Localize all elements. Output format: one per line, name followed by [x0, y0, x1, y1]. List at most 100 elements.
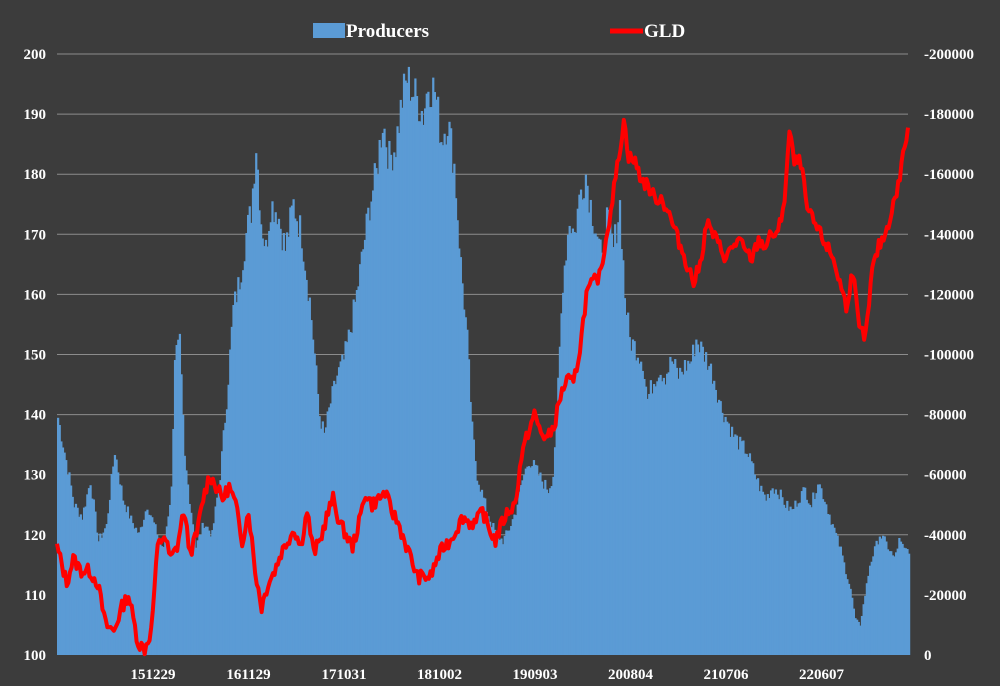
producers-bar [709, 363, 713, 655]
producers-bar [888, 551, 891, 655]
producers-bar [363, 239, 367, 656]
producers-bar [706, 369, 709, 655]
right-y-tick-label: -20000 [924, 588, 967, 604]
producers-bar [446, 136, 449, 655]
producers-bar [435, 99, 438, 656]
producers-bar [337, 367, 341, 655]
producers-bar [165, 526, 169, 655]
left-y-tick-label: 140 [24, 408, 47, 424]
producers-bar [886, 549, 890, 655]
producers-bar [151, 517, 154, 655]
producers-bar [149, 515, 152, 655]
producers-bar [841, 555, 844, 655]
producers-bar [562, 292, 565, 655]
producers-bar [222, 430, 225, 655]
producers-bar [76, 507, 79, 655]
producers-bar [411, 97, 414, 656]
producers-bar [615, 243, 618, 655]
producers-bar [102, 532, 105, 655]
producers-bar [825, 504, 828, 655]
producers-bar [766, 494, 769, 655]
producers-bar [375, 168, 378, 655]
producers-bar [372, 190, 375, 655]
producers-bar [167, 516, 170, 655]
producers-bar [79, 514, 82, 655]
x-tick-label: 210706 [704, 667, 750, 683]
producers-bar [302, 261, 305, 655]
legend-label-gld: GLD [644, 21, 685, 42]
producers-bar [636, 357, 639, 655]
producers-bar [294, 218, 297, 655]
producers-bar [143, 519, 146, 655]
producers-bar [618, 200, 622, 655]
producers-bar [698, 352, 701, 655]
producers-bar [854, 618, 857, 655]
producers-bar [310, 320, 313, 655]
left-y-tick-label: 120 [24, 528, 47, 544]
producers-bar [834, 532, 838, 655]
producers-bar [131, 523, 134, 655]
producers-bar [768, 498, 771, 655]
producers-bar [498, 539, 501, 655]
producers-bar [248, 206, 251, 655]
producers-bar [601, 252, 604, 655]
producers-bar [238, 289, 242, 655]
producers-bar [169, 504, 172, 655]
producers-bar [831, 524, 834, 655]
producers-bar [742, 440, 745, 655]
producers-bar [458, 248, 461, 655]
producers-bar [425, 93, 428, 656]
producers-bar [893, 556, 896, 655]
producers-bar [476, 480, 479, 655]
producers-bar [727, 423, 730, 655]
producers-bar [849, 588, 852, 655]
producers-bar [804, 487, 807, 655]
producers-bar [540, 481, 544, 655]
producers-bar [594, 233, 597, 655]
producers-bar [524, 468, 527, 655]
producers-bar [146, 509, 149, 655]
producers-bar [545, 489, 549, 655]
producers-bar [245, 233, 248, 656]
producers-bar [683, 360, 687, 655]
producers-bar [84, 506, 87, 655]
producers-bar [303, 270, 307, 655]
producers-bar [651, 393, 654, 655]
producers-bar [73, 507, 76, 655]
producers-bar [134, 527, 138, 655]
producers-bar [281, 250, 284, 655]
producers-bar [883, 536, 886, 655]
producers-bar [373, 163, 376, 655]
producers-bar [752, 463, 755, 655]
producers-bar [895, 552, 898, 655]
producers-bar [563, 265, 566, 655]
producers-bar [221, 451, 224, 655]
producers-bar [672, 363, 675, 655]
producers-bar [388, 140, 391, 655]
producers-bar [815, 493, 818, 655]
producers-bar [610, 233, 614, 655]
producers-bar [602, 260, 605, 655]
producers-bars [57, 66, 911, 656]
producers-bar [71, 496, 74, 655]
producers-bar [437, 96, 440, 655]
producers-bar [232, 304, 235, 655]
producers-bar [851, 597, 854, 655]
producers-bar [235, 302, 238, 655]
producers-bar [198, 534, 201, 655]
producers-bar [380, 147, 383, 655]
producers-bar [531, 466, 534, 655]
producers-bar [287, 236, 290, 656]
producers-bar [519, 484, 523, 655]
producers-bar [547, 493, 550, 655]
producers-bar [688, 363, 691, 655]
producers-bar [581, 199, 584, 656]
producers-bar [539, 472, 542, 655]
producers-bar [549, 488, 552, 655]
producers-bar [341, 354, 344, 655]
producers-bar [107, 513, 110, 655]
producers-bar [279, 228, 282, 655]
producers-bar [133, 528, 136, 655]
producers-bar [526, 466, 529, 655]
producers-bar [810, 507, 813, 655]
